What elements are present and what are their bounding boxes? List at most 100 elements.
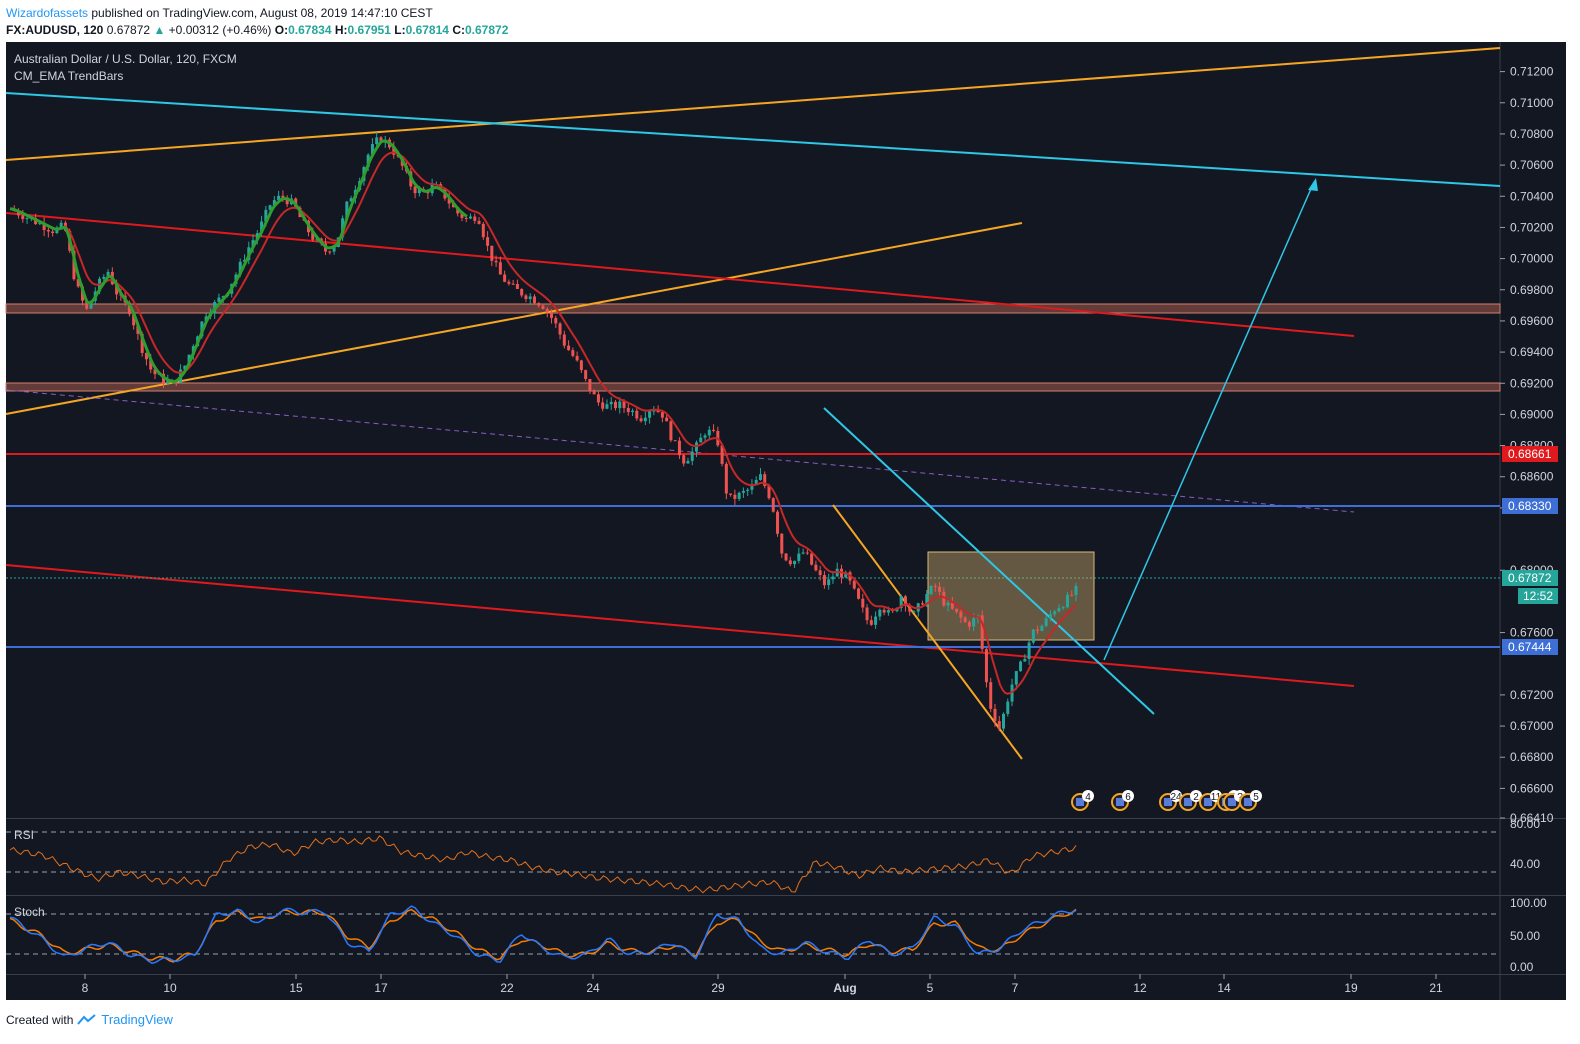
candle-body [528,296,532,300]
candle-body [874,616,878,625]
price-tick-label: 0.70400 [1510,189,1554,203]
tradingview-logo-icon [77,1014,97,1025]
candle-body [920,603,924,605]
price-tick-label: 0.66410 [1510,811,1554,825]
stoch-tick-100: 100.00 [1510,896,1547,910]
rsi-title: RSI [14,828,34,842]
candle-body [763,474,767,487]
candle-body [584,370,588,379]
rsi-tick-80: 80.00 [1510,817,1540,831]
candle-body [550,312,554,318]
footer: Created with TradingView [6,1012,173,1028]
candle-body [558,323,562,335]
candle-body [967,622,971,627]
price-tick-label: 0.70600 [1510,158,1554,172]
chart-area[interactable]: Australian Dollar / U.S. Dollar, 120, FX… [0,42,1580,1002]
candle-body [349,198,353,202]
open-label: O: [274,23,289,37]
candle-body [469,216,473,219]
low-label: L: [394,23,406,37]
candle-body [545,308,549,313]
candle-body [656,410,660,413]
candle-body [379,137,383,142]
candle-body [76,279,80,287]
candle-body [25,218,29,220]
candle-body [596,394,600,403]
tradingview-brand[interactable]: TradingView [101,1012,173,1027]
price-tick-label: 0.69400 [1510,345,1554,359]
main-pane-title: Australian Dollar / U.S. Dollar, 120, FX… [14,52,237,66]
event-count-bubble [1250,790,1262,802]
candle-body [810,553,814,565]
time-tick-label: 8 [82,981,89,995]
candle-body [494,260,498,263]
event-marker[interactable]: 5 [1239,790,1262,811]
event-marker[interactable]: 4 [1071,790,1094,811]
candle-body [767,486,771,499]
candle-body [733,494,737,499]
candle-body [861,598,865,608]
candle-body [153,369,157,375]
flag-fill [1204,798,1212,806]
candle-body [1002,713,1006,729]
candle-body [925,594,929,605]
candle-body [972,618,976,627]
candle-body [498,262,502,275]
flag-fill [1184,798,1192,806]
author-link[interactable]: Wizardofassets [6,6,89,20]
event-marker[interactable]: 6 [1111,790,1134,811]
stoch-pane-bg [6,896,1500,974]
candle-body [724,463,728,494]
price-tick-label: 0.71000 [1510,96,1554,110]
candle-body [332,246,336,252]
candle-body [938,586,942,592]
time-axis-bg[interactable] [6,974,1566,1000]
candle-body [707,429,711,436]
flag-fill [1164,798,1172,806]
time-tick-label: 15 [289,981,303,995]
close-value: 0.67872 [464,23,509,37]
candle-body [183,365,187,370]
time-tick-label: 7 [1012,981,1019,995]
event-marker[interactable]: 24 [1159,790,1182,811]
candle-body [712,429,716,431]
candle-body [264,209,268,222]
projection-arrow-head [1308,178,1318,191]
stoch-tick-0: 0.00 [1510,960,1534,974]
candle-body [460,213,464,218]
candle-body [997,721,1001,729]
price-tick-label: 0.67200 [1510,688,1554,702]
flag-fill [1076,798,1084,806]
candle-body [370,144,374,155]
economic-events[interactable]: 46242118?5 [1071,790,1262,811]
candle-body [89,300,93,309]
event-marker[interactable]: 11 [1199,790,1222,811]
candle-body [899,596,903,608]
candle-body [699,437,703,443]
candle-body [643,417,647,422]
candle-body [929,585,933,595]
candle-body [51,231,55,234]
time-tick-label: 21 [1429,981,1443,995]
candle-body [1057,608,1061,612]
candle-body [959,611,963,618]
candle-body [814,564,818,571]
candle-body [1070,594,1074,596]
candle-body [844,572,848,578]
candle-body [132,314,136,326]
candle-body [554,317,558,324]
event-marker[interactable]: 2 [1179,790,1202,811]
candle-body [140,333,144,353]
candle-body [575,355,579,361]
candle-body [635,410,639,419]
open-value: 0.67834 [288,23,332,37]
indicator-title: CM_EMA TrendBars [14,69,123,83]
candle-body [524,295,528,300]
publish-header: Wizardofassets published on TradingView.… [6,4,433,22]
candle-body [375,137,379,145]
candle-body [720,445,724,464]
event-count: 2 [1193,792,1199,803]
candle-body [588,378,592,392]
candle-body [392,147,396,155]
cyan-long-downtrend [5,92,1501,187]
